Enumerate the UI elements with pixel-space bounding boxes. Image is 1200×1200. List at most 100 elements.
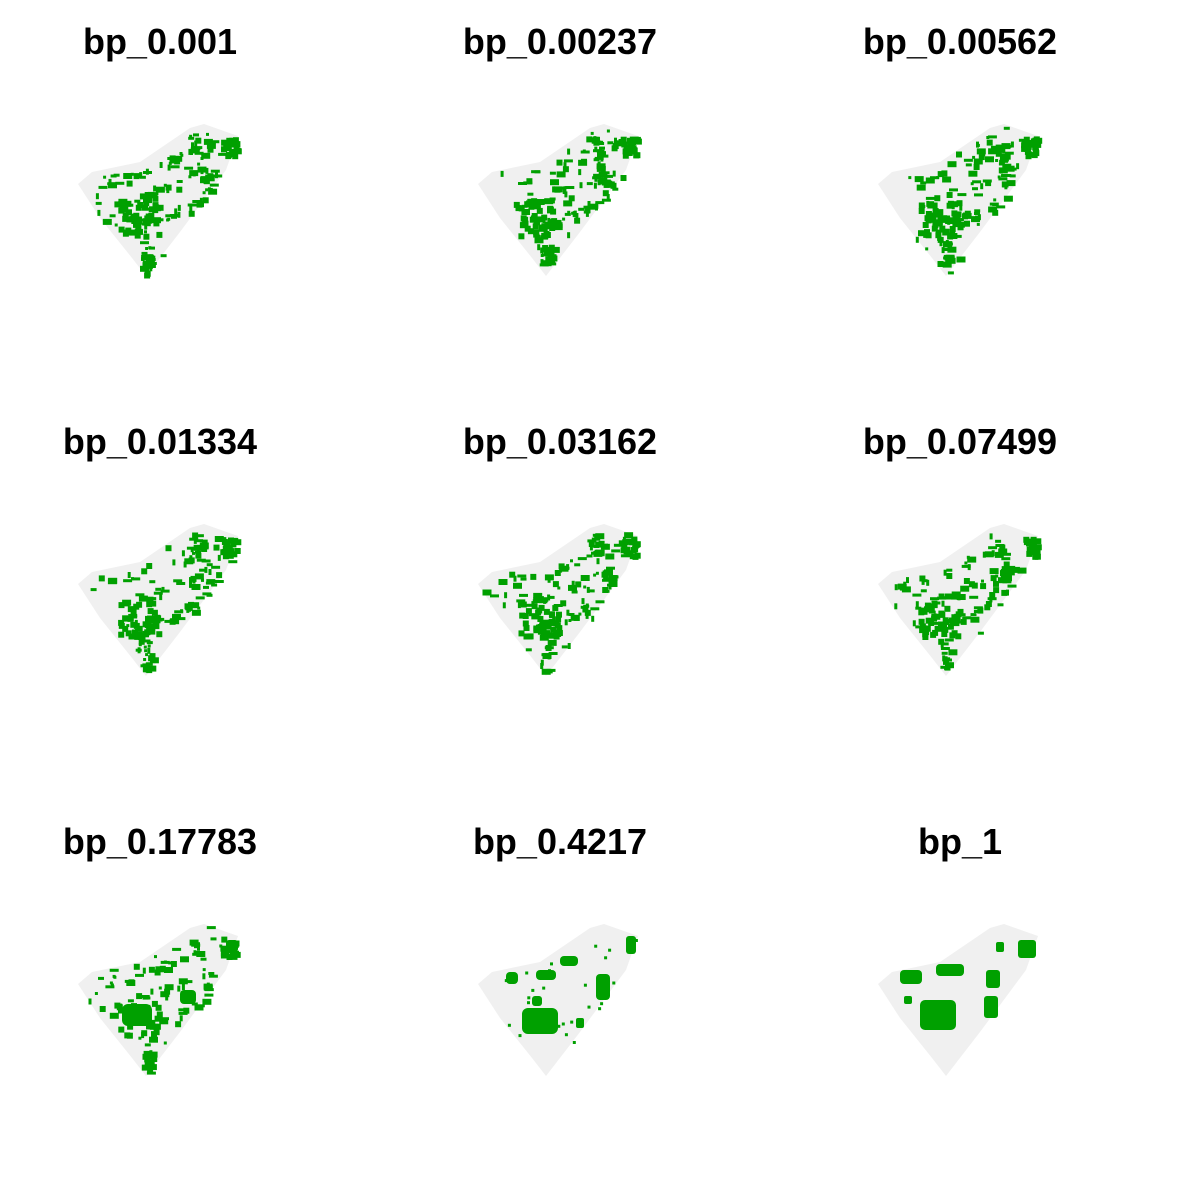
habitat-cell	[201, 152, 211, 159]
habitat-cell	[541, 225, 548, 232]
habitat-patch	[984, 996, 998, 1018]
habitat-cell	[943, 569, 947, 576]
habitat-cell	[941, 170, 948, 177]
habitat-cell	[531, 603, 538, 610]
habitat-cell	[151, 1031, 157, 1038]
habitat-cell	[1005, 572, 1012, 579]
habitat-cell	[574, 563, 581, 567]
habitat-cell	[151, 609, 158, 616]
panel-title: bp_1	[917, 821, 1003, 862]
habitat-cell	[137, 647, 141, 654]
habitat-cell	[199, 197, 203, 204]
habitat-cell	[948, 649, 958, 656]
habitat-cell	[938, 621, 947, 628]
habitat-cell	[915, 236, 919, 243]
habitat-cell	[202, 998, 212, 1005]
habitat-cell	[1035, 544, 1042, 551]
habitat-cell	[1032, 553, 1039, 560]
habitat-cell	[586, 182, 593, 186]
habitat-cell	[976, 148, 986, 155]
habitat-cell	[952, 221, 962, 228]
habitat-cell	[578, 159, 588, 166]
habitat-cell	[1024, 148, 1031, 155]
habitat-cell	[943, 242, 953, 246]
habitat-cell	[148, 1051, 158, 1058]
habitat-cell	[555, 219, 562, 226]
habitat-cell	[600, 543, 610, 550]
habitat-cell	[906, 577, 909, 584]
habitat-cell	[532, 599, 536, 603]
habitat-cell	[622, 152, 629, 159]
habitat-patch	[920, 1000, 956, 1030]
habitat-cell	[556, 625, 563, 632]
habitat-cell	[128, 633, 135, 640]
habitat-cell	[177, 211, 181, 218]
habitat-cell	[594, 174, 604, 178]
habitat-cell	[1004, 151, 1014, 155]
habitat-cell	[972, 180, 982, 184]
habitat-cell	[1033, 150, 1040, 157]
habitat-cell	[194, 539, 204, 543]
habitat-cell	[915, 601, 919, 608]
habitat-cell	[546, 668, 556, 672]
habitat-cell	[992, 209, 999, 216]
habitat-cell	[168, 961, 175, 965]
habitat-cell	[189, 134, 193, 138]
habitat-cell	[585, 210, 589, 217]
habitat-cell	[124, 979, 134, 983]
habitat-cell	[527, 198, 534, 205]
habitat-cell	[118, 201, 125, 208]
habitat-cell	[524, 225, 531, 232]
habitat-cell	[200, 177, 209, 184]
habitat-cell	[110, 983, 114, 987]
habitat-cell	[567, 232, 571, 239]
habitat-cell	[937, 236, 944, 243]
study-area	[478, 924, 638, 1076]
panel-title: bp_0.01334	[62, 421, 258, 462]
habitat-cell	[95, 201, 102, 205]
habitat-cell	[977, 631, 984, 635]
habitat-cell	[232, 153, 239, 160]
habitat-cell	[202, 197, 209, 204]
habitat-cell	[144, 230, 147, 234]
habitat-cell	[118, 1007, 124, 1014]
habitat-cell	[188, 148, 192, 155]
habitat-cell	[942, 642, 949, 646]
habitat-cell	[540, 663, 544, 669]
habitat-cell	[231, 953, 238, 960]
habitat-cell	[1010, 566, 1020, 573]
habitat-cell	[1005, 174, 1012, 177]
habitat-cell	[568, 584, 577, 591]
habitat-cell	[976, 143, 980, 147]
habitat-cell	[135, 593, 145, 597]
habitat-cell	[960, 618, 967, 625]
habitat-cell	[143, 233, 150, 240]
habitat-cell	[221, 139, 228, 146]
habitat-cell	[175, 1021, 182, 1028]
habitat-cell	[989, 568, 999, 575]
habitat-cell	[994, 147, 997, 154]
habitat-cell	[143, 171, 152, 174]
habitat-cell	[190, 549, 194, 553]
habitat-cell	[145, 653, 149, 657]
habitat-cell	[509, 571, 516, 578]
habitat-cell	[947, 271, 954, 275]
habitat-cell	[915, 606, 922, 610]
habitat-cell	[608, 575, 618, 581]
habitat-cell	[955, 633, 962, 640]
habitat-cell	[587, 1005, 591, 1009]
habitat-cell	[949, 188, 958, 192]
habitat-cell	[127, 606, 134, 613]
habitat-cell	[172, 613, 181, 620]
habitat-cell	[990, 145, 997, 152]
habitat-cell	[513, 575, 517, 582]
habitat-cell	[997, 603, 1004, 607]
habitat-cell	[575, 213, 579, 219]
habitat-cell	[145, 1059, 155, 1066]
habitat-cell	[131, 629, 138, 636]
habitat-cell	[993, 198, 997, 202]
panel-map	[878, 924, 1038, 1076]
habitat-cell	[126, 180, 133, 187]
habitat-cell	[196, 558, 206, 562]
habitat-cell	[133, 173, 140, 180]
